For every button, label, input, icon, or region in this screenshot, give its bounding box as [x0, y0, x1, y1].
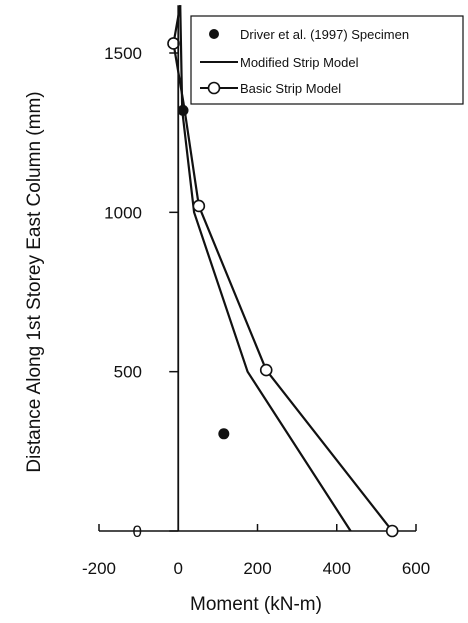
- x-tick-label: 200: [243, 559, 271, 578]
- basic-strip-model-point: [385, 524, 399, 538]
- basic-strip-model-line: [172, 5, 394, 532]
- basic-strip-model-point: [167, 37, 180, 50]
- legend-marker-basic: [207, 81, 221, 95]
- x-tick-label: 400: [323, 559, 351, 578]
- y-ticks: 0 500 1000 1500: [104, 44, 179, 541]
- y-tick-label: 1500: [104, 44, 142, 63]
- y-axis-title: Distance Along 1st Storey East Column (m…: [24, 91, 45, 472]
- x-axis-title: Moment (kN-m): [190, 594, 322, 615]
- legend: Driver et al. (1997) Specimen Modified S…: [190, 15, 464, 105]
- x-tick-label: 600: [402, 559, 430, 578]
- legend-label-driver: Driver et al. (1997) Specimen: [240, 27, 409, 42]
- y-tick-label: 500: [114, 363, 142, 382]
- y-tick-label: 1000: [104, 203, 142, 222]
- legend-label-modified: Modified Strip Model: [240, 55, 359, 70]
- legend-marker-driver: [209, 29, 219, 39]
- x-tick-label: 0: [174, 559, 183, 578]
- basic-strip-model-point: [192, 199, 206, 213]
- x-tick-label: -200: [82, 559, 116, 578]
- plot-series: [167, 5, 399, 538]
- y-tick-label: 0: [133, 522, 142, 541]
- basic-strip-model-point: [259, 363, 273, 377]
- x-ticks: -200 0 200 400 600: [82, 524, 430, 578]
- driver-specimen-point: [218, 428, 230, 440]
- legend-label-basic: Basic Strip Model: [240, 81, 341, 96]
- modified-strip-model-line: [179, 5, 352, 532]
- legend-box: [190, 15, 464, 105]
